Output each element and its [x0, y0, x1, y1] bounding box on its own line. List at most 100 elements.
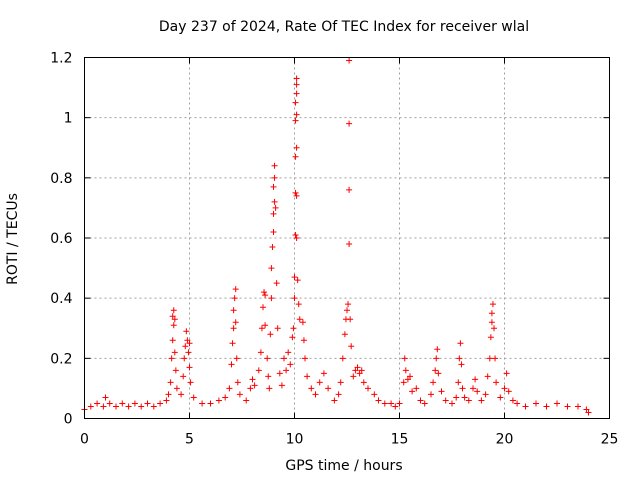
data-point	[346, 186, 353, 193]
data-point	[459, 385, 466, 392]
data-point	[455, 379, 462, 386]
data-point	[167, 379, 174, 386]
grid-lines	[84, 57, 610, 419]
data-point	[183, 328, 190, 335]
data-point	[185, 349, 192, 356]
x-tick-label: 0	[80, 432, 89, 448]
data-point	[302, 355, 308, 362]
data-point	[432, 367, 439, 374]
data-point	[190, 394, 197, 401]
data-point	[371, 391, 378, 398]
data-point	[262, 292, 269, 299]
data-point	[358, 367, 365, 374]
data-point	[291, 295, 298, 302]
data-point	[554, 400, 560, 407]
data-point	[113, 403, 119, 410]
y-tick-label: 0.6	[50, 231, 72, 247]
data-point	[269, 244, 276, 251]
data-point	[102, 394, 109, 401]
data-point	[346, 57, 353, 64]
data-point	[453, 394, 460, 401]
data-point	[347, 316, 354, 323]
data-point	[265, 373, 272, 380]
data-point	[257, 349, 264, 356]
data-point	[461, 394, 468, 401]
data-point	[533, 400, 539, 407]
data-point	[186, 364, 193, 371]
data-point	[392, 403, 399, 410]
data-point	[350, 373, 357, 380]
data-point	[268, 295, 275, 302]
data-point	[470, 385, 476, 392]
data-point	[344, 307, 350, 314]
data-point	[264, 355, 271, 362]
data-point	[180, 373, 187, 380]
data-point	[270, 210, 277, 217]
data-point	[308, 385, 315, 392]
x-tick-label: 25	[601, 432, 619, 448]
data-point	[287, 361, 294, 368]
y-tick-label: 0.4	[50, 291, 72, 307]
data-point	[171, 316, 178, 323]
data-point	[169, 313, 176, 320]
y-tick-label: 0.2	[50, 351, 72, 367]
data-point	[345, 301, 352, 308]
data-point	[163, 397, 170, 404]
data-point	[173, 385, 180, 392]
data-point	[434, 346, 441, 353]
data-point	[261, 289, 268, 296]
data-point	[289, 334, 296, 341]
data-point	[438, 388, 445, 395]
data-point	[292, 153, 299, 160]
data-point	[273, 280, 280, 287]
data-point	[522, 403, 529, 410]
data-point	[276, 370, 283, 377]
data-point	[186, 340, 193, 347]
y-axis-label: ROTI / TECUs	[5, 193, 21, 285]
data-point	[232, 286, 239, 293]
data-point	[290, 325, 297, 332]
data-point	[171, 349, 178, 356]
data-point	[339, 355, 346, 362]
data-point	[258, 325, 265, 332]
data-point	[228, 361, 235, 368]
data-point	[292, 99, 299, 106]
chart-title: Day 237 of 2024, Rate Of TEC Index for r…	[159, 19, 529, 35]
data-point	[199, 400, 206, 407]
data-point	[356, 370, 363, 377]
data-point	[417, 397, 424, 404]
data-point	[304, 373, 311, 380]
y-tick-label: 1	[64, 111, 73, 127]
data-point	[157, 400, 164, 407]
data-point	[187, 379, 194, 386]
data-point	[169, 337, 176, 344]
data-point	[456, 355, 463, 362]
data-point	[106, 400, 113, 407]
data-point	[409, 388, 416, 395]
data-point	[474, 388, 481, 395]
data-point	[293, 144, 300, 151]
data-point	[207, 400, 214, 407]
data-point	[293, 90, 300, 97]
plot-frame	[84, 57, 610, 419]
data-point	[293, 235, 300, 241]
data-point	[285, 349, 292, 356]
x-tick-label: 10	[286, 432, 304, 448]
data-point	[509, 397, 516, 404]
data-point	[292, 231, 299, 238]
data-point	[172, 367, 179, 374]
data-point	[449, 400, 455, 407]
data-point	[270, 228, 277, 235]
data-point	[484, 373, 491, 380]
x-tick-label: 15	[391, 432, 409, 448]
data-point	[585, 409, 592, 416]
x-tick-label: 20	[496, 432, 514, 448]
data-point	[94, 400, 101, 407]
data-point	[404, 376, 411, 383]
data-point	[346, 120, 353, 127]
data-point	[400, 379, 407, 386]
data-point	[233, 355, 240, 362]
data-point	[492, 355, 499, 362]
data-point	[270, 183, 277, 190]
